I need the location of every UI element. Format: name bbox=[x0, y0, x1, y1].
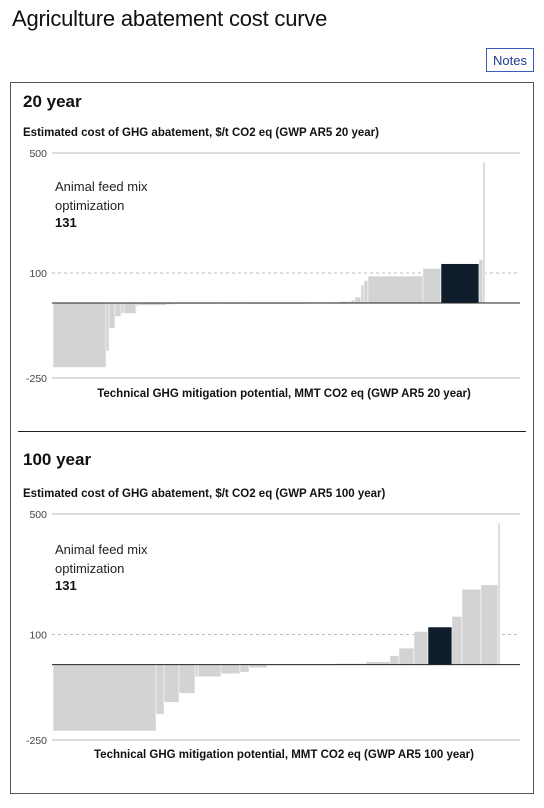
bar bbox=[451, 616, 463, 665]
highlight-value: 131 bbox=[55, 215, 77, 230]
bar bbox=[163, 664, 180, 703]
bar bbox=[155, 664, 165, 715]
y-tick-100: 100 bbox=[29, 268, 47, 280]
notes-button[interactable]: Notes bbox=[486, 48, 534, 72]
bar bbox=[197, 664, 222, 677]
bar bbox=[480, 584, 499, 665]
panel-title-20-year: 20 year bbox=[23, 92, 82, 111]
y-tick-100: 100 bbox=[29, 630, 47, 642]
highlight-label: Animal feed mix optimization bbox=[55, 542, 148, 576]
x-axis-label: Technical GHG mitigation potential, MMT … bbox=[94, 749, 474, 761]
y-tick-neg250: -250 bbox=[26, 735, 47, 747]
bar bbox=[239, 664, 250, 673]
bar bbox=[398, 647, 415, 665]
bar bbox=[220, 664, 241, 674]
bar bbox=[367, 275, 424, 304]
highlight-label: Animal feed mix optimization bbox=[55, 179, 148, 213]
x-axis-label: Technical GHG mitigation potential, MMT … bbox=[97, 388, 471, 400]
ylabel-20-year: Estimated cost of GHG abatement, $/t CO2… bbox=[23, 127, 379, 139]
bar-highlighted bbox=[440, 263, 480, 304]
bar bbox=[389, 655, 400, 665]
section-divider bbox=[18, 431, 526, 432]
bar bbox=[194, 664, 199, 677]
bar bbox=[52, 664, 157, 732]
bar-highlighted bbox=[427, 626, 453, 665]
bar bbox=[178, 664, 196, 694]
bar bbox=[497, 522, 501, 665]
chart-20-year: 500 100 -250 Animal feed mix optimization 131… bbox=[26, 148, 520, 400]
page-title: Agriculture abatement cost curve bbox=[12, 6, 328, 31]
bar bbox=[461, 589, 482, 665]
y-tick-neg250: -250 bbox=[26, 373, 47, 385]
y-tick-500: 500 bbox=[29, 148, 47, 160]
ylabel-100-year: Estimated cost of GHG abatement, $/t CO2… bbox=[23, 488, 386, 500]
panel-title-100-year: 100 year bbox=[23, 450, 92, 469]
chart-frame bbox=[10, 82, 534, 794]
highlight-value: 131 bbox=[55, 578, 77, 593]
bar bbox=[413, 631, 429, 665]
y-tick-500: 500 bbox=[29, 509, 47, 521]
